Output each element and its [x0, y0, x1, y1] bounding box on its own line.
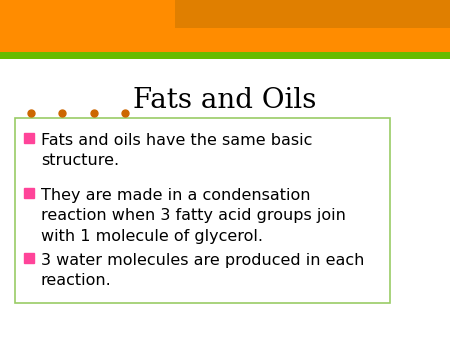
Bar: [0, 0, 450, 52]
Text: Fats and Oils: Fats and Oils: [133, 87, 317, 114]
Bar: [0, 52, 450, 59]
Text: Fats and oils have the same basic
structure.: Fats and oils have the same basic struct…: [41, 133, 312, 168]
Bar: [175, 0, 450, 28]
Bar: [175, 0, 450, 30]
Text: They are made in a condensation
reaction when 3 fatty acid groups join
with 1 mo: They are made in a condensation reaction…: [41, 188, 346, 244]
Bar: [15, 118, 390, 303]
Text: 3 water molecules are produced in each
reaction.: 3 water molecules are produced in each r…: [41, 253, 364, 288]
Bar: [0, 59, 450, 338]
